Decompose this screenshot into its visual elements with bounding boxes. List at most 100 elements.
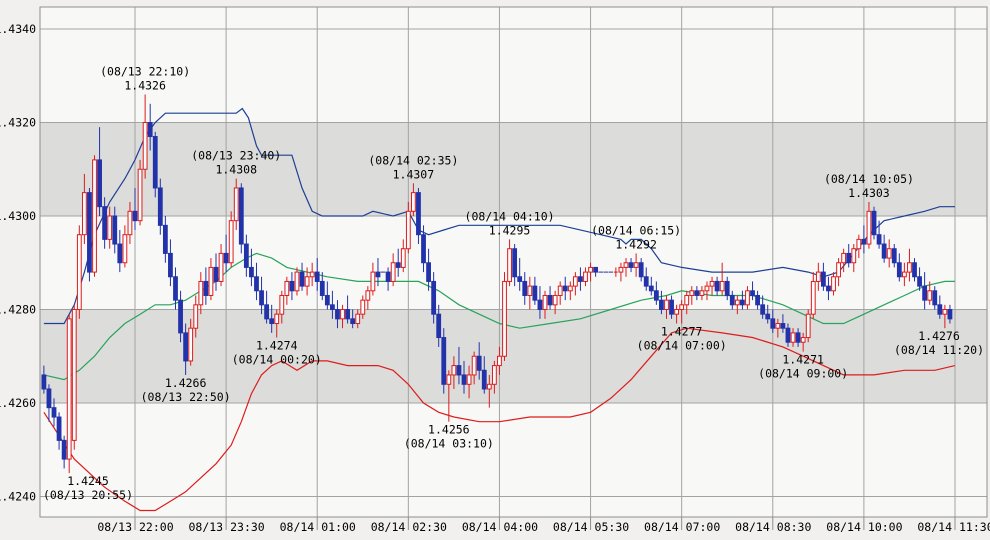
candle — [937, 295, 943, 319]
candle — [132, 187, 138, 231]
candle — [552, 290, 558, 315]
price-tick-label: 1.4280 — [0, 303, 36, 317]
candle — [218, 244, 224, 287]
annotation-time: (08/13 22:50) — [141, 390, 231, 404]
candle — [355, 309, 361, 329]
candle — [593, 266, 599, 277]
candle — [578, 267, 583, 291]
candle — [572, 272, 578, 296]
candle — [370, 262, 376, 296]
candle — [330, 290, 335, 319]
candle — [815, 262, 821, 291]
candle — [426, 248, 431, 291]
annotation-price: 1.4326 — [124, 78, 166, 92]
candle — [901, 262, 907, 287]
candle — [750, 281, 755, 301]
lower-band-line — [43, 327, 956, 512]
annotation-time: (08/14 10:05) — [824, 172, 914, 186]
time-tick-date: 08/14 — [371, 520, 406, 534]
candle — [61, 435, 67, 469]
annotation-time: (08/14 03:10) — [404, 437, 494, 451]
candle — [729, 290, 735, 310]
candle — [567, 281, 573, 301]
annotation-time: (08/14 09:00) — [758, 367, 848, 381]
candle — [249, 248, 254, 287]
candle — [233, 178, 239, 231]
candle — [512, 244, 518, 287]
candle — [264, 290, 270, 324]
candle — [633, 253, 639, 277]
candle — [876, 220, 882, 249]
candle — [557, 281, 563, 305]
candle — [162, 216, 168, 263]
candle — [714, 276, 720, 296]
candle — [289, 272, 295, 301]
candle — [137, 159, 143, 226]
annotation-price: 1.4295 — [489, 223, 531, 237]
middle-band-line — [43, 252, 955, 381]
candle — [41, 365, 47, 394]
candle — [375, 258, 381, 287]
time-tick-time: 05:30 — [595, 520, 630, 534]
candle — [740, 290, 745, 310]
candle — [193, 295, 199, 338]
candle — [638, 258, 644, 282]
candle — [760, 295, 766, 319]
candle — [826, 276, 831, 301]
candle — [71, 304, 77, 450]
candle — [562, 276, 568, 301]
candle — [881, 234, 887, 263]
candle — [451, 356, 457, 389]
time-tick-time: 07:00 — [686, 520, 721, 534]
annotation-time: (08/14 11:20) — [894, 343, 984, 357]
candle — [56, 412, 62, 450]
candle — [481, 356, 487, 394]
swing-low-annotation: 1.4245(08/13 20:55) — [43, 474, 133, 502]
candle — [324, 281, 330, 310]
candle — [81, 173, 87, 245]
grid-lines — [40, 7, 987, 517]
candle — [178, 290, 183, 343]
candle — [770, 309, 776, 333]
time-tick-date: 08/14 — [917, 520, 952, 534]
candle — [679, 300, 685, 324]
candle — [390, 253, 396, 287]
time-tick-time: 02:30 — [412, 520, 447, 534]
annotation-price: 1.4256 — [428, 423, 470, 437]
annotation-time: (08/14 06:15) — [591, 223, 681, 237]
candle — [213, 253, 219, 291]
candle — [734, 295, 740, 315]
time-axis: 08/13 22:00 08/13 23:30 08/14 01:00 08/14 02:30… — [97, 517, 990, 534]
annotation-price: 1.4274 — [256, 339, 298, 353]
time-tick-time: 11:30 — [959, 520, 990, 534]
candle — [669, 295, 674, 319]
candle — [664, 295, 669, 319]
annotation-time: (08/14 00:20) — [232, 353, 322, 367]
candle — [46, 384, 52, 422]
candle — [765, 304, 771, 324]
candle — [613, 267, 618, 277]
annotation-time: (08/13 22:10) — [100, 64, 190, 78]
candle — [846, 244, 852, 268]
price-tick-label: 1.4240 — [0, 490, 36, 504]
swing-high-annotation: (08/14 02:35)1.4307 — [368, 153, 458, 181]
candle — [891, 244, 897, 268]
candle — [866, 201, 872, 249]
candle — [416, 187, 421, 245]
shaded-price-band — [40, 122, 987, 216]
candle — [851, 244, 857, 273]
candle — [183, 323, 189, 375]
candle — [279, 290, 285, 324]
time-tick-date: 08/14 — [644, 520, 679, 534]
candle — [335, 300, 340, 329]
candle — [350, 309, 356, 329]
plot-border — [39, 6, 988, 518]
swing-high-annotation: (08/14 04:10)1.4295 — [465, 209, 555, 237]
candle — [912, 258, 917, 282]
price-axis: 1.4340 1.4320 1.4300 1.4280 1.4260 1.4240 — [0, 22, 36, 504]
candle — [223, 234, 229, 273]
candle — [491, 360, 497, 394]
candle — [436, 304, 442, 347]
time-tick-date: 08/14 — [826, 520, 861, 534]
candle — [476, 342, 482, 380]
